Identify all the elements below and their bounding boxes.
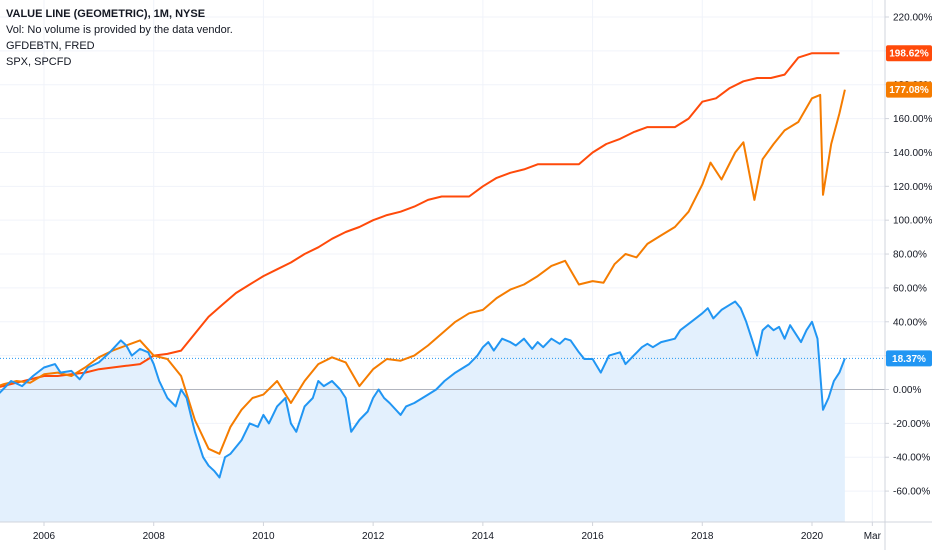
spx-line [0,89,846,455]
value-line-last-value-badge: 18.37% [886,350,932,367]
legend-series-gfdebtn[interactable]: GFDEBTN, FRED [6,40,95,52]
y-tick-label: -20.00% [893,419,930,430]
y-tick-label: 0.00% [893,385,921,396]
x-tick-label: 2008 [143,531,166,542]
y-tick-label: 160.00% [893,114,932,125]
gfdebtn-last-value-badge: 198.62% [886,45,932,62]
badge-label: 18.37% [892,354,926,365]
x-tick-label: 2020 [801,531,824,542]
value-line-area-fill [0,301,845,522]
x-tick-label: 2014 [472,531,495,542]
legend-title[interactable]: VALUE LINE (GEOMETRIC), 1M, NYSE [6,8,206,20]
x-tick-label: 2012 [362,531,385,542]
y-tick-label: -60.00% [893,487,930,498]
series-lines [0,52,846,479]
last-value-badges: 198.62% 177.08% 18.37% [886,45,932,367]
chart-legend: VALUE LINE (GEOMETRIC), 1M, NYSE Vol: No… [6,6,233,70]
x-tick-label: 2018 [691,531,714,542]
x-tick-label: 2006 [33,531,56,542]
badge-bg [886,350,932,367]
y-tick-label: 40.00% [893,317,927,328]
x-tick-label: 2016 [581,531,604,542]
y-tick-label: -40.00% [893,453,930,464]
y-tick-label: 120.00% [893,182,932,193]
spx-last-value-badge: 177.08% [886,81,932,98]
badge-label: 177.08% [889,85,929,96]
gfdebtn-line [0,52,840,388]
y-tick-label: 100.00% [893,216,932,227]
x-tick-label: 2010 [252,531,275,542]
y-tick-label: 60.00% [893,283,927,294]
value-line-line [0,300,846,479]
x-tick-label: Mar [864,531,882,542]
x-axis-ticks: 2006 2008 2010 2012 2014 2016 2018 2020 Mar [33,522,882,542]
y-tick-label: 80.00% [893,250,927,261]
y-tick-label: 220.00% [893,13,932,24]
badge-label: 198.62% [889,49,929,60]
y-tick-label: 140.00% [893,148,932,159]
legend-volume-note: Vol: No volume is provided by the data v… [6,24,233,36]
legend-series-spx[interactable]: SPX, SPCFD [6,56,72,68]
badge-bg [886,81,932,98]
badge-bg [886,45,932,62]
